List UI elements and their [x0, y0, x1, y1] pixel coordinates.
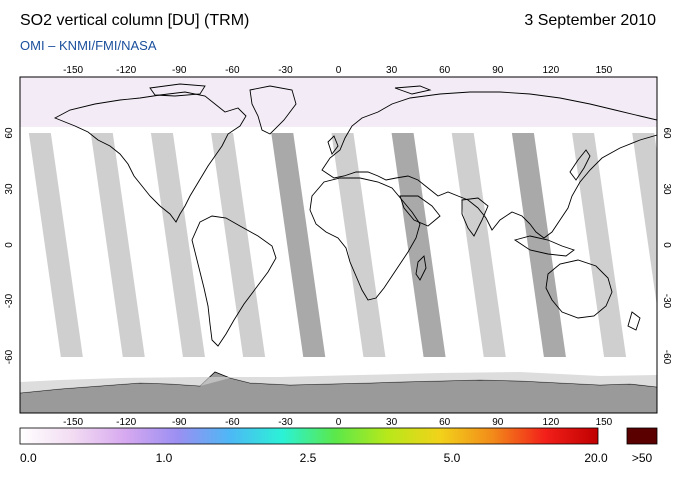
orbit-swath	[90, 133, 145, 357]
orbit-swath	[391, 133, 446, 357]
lat-tick-label-right: 0	[661, 242, 672, 248]
orbit-swath	[211, 133, 266, 357]
coastlines	[53, 83, 657, 347]
lat-ticks-right: 60 30 0 -30 -60	[661, 127, 672, 364]
colorbar	[19, 427, 599, 445]
data-source: OMI – KNMI/FMI/NASA	[20, 38, 157, 53]
orbit-swath	[150, 133, 205, 357]
madagascar-coast	[415, 255, 427, 281]
lat-tick-label-left: -30	[4, 293, 15, 308]
arctic-region	[20, 77, 657, 127]
lon-tick-label-top: -120	[116, 65, 136, 76]
orbit-swath	[451, 133, 506, 357]
japan-coast	[569, 149, 591, 181]
lon-tick-label-bottom: 30	[386, 417, 398, 428]
africa-coast	[309, 177, 421, 301]
colorbar-overflow-label: >50	[632, 451, 653, 465]
lat-tick-label-right: 30	[661, 183, 672, 195]
lat-ticks-left: 60 30 0 -30 -60	[4, 127, 15, 364]
antarctic-shelf	[20, 372, 657, 393]
colorbar-label: 0.0	[20, 451, 37, 465]
south-america-coast	[191, 215, 277, 347]
new-zealand-coast	[627, 311, 641, 331]
lon-ticks-bottom: -150 -120 -90 -60 -30 0 30 60 90 120 150	[63, 417, 613, 428]
orbit-swath	[572, 133, 627, 357]
lat-tick-label-right: -60	[661, 350, 672, 365]
lon-tick-label-bottom: 90	[492, 417, 504, 428]
colorbar-label: 20.0	[584, 451, 608, 465]
lon-tick-label-top: -90	[172, 65, 187, 76]
greenland-coast	[249, 85, 297, 135]
north-america-coast	[53, 91, 247, 223]
orbit-swath	[271, 133, 326, 357]
australia-coast	[545, 259, 613, 319]
lon-tick-label-top: 90	[492, 65, 504, 76]
colorbar-label: 2.5	[300, 451, 317, 465]
lon-tick-label-top: 0	[336, 65, 342, 76]
lon-tick-label-top: 60	[439, 65, 451, 76]
lon-tick-label-bottom: 120	[542, 417, 559, 428]
arctic-islands-coast	[149, 83, 432, 97]
lat-tick-label-left: 30	[4, 183, 15, 195]
lon-ticks-top: -150 -120 -90 -60 -30 0 30 60 90 120 150	[63, 65, 613, 76]
lat-tick-label-left: 0	[4, 242, 15, 248]
lon-tick-label-top: -30	[278, 65, 293, 76]
colorbar-label: 5.0	[444, 451, 461, 465]
colorbar-label: 1.0	[156, 451, 173, 465]
colorbar-labels: 0.0 1.0 2.5 5.0 20.0	[20, 451, 608, 465]
lon-tick-label-top: 150	[596, 65, 613, 76]
lon-tick-label-top: 30	[386, 65, 398, 76]
lon-tick-label-top: -150	[63, 65, 83, 76]
lon-tick-label-top: 120	[542, 65, 559, 76]
arabia-coast	[399, 195, 441, 227]
lon-tick-label-bottom: -60	[225, 417, 240, 428]
map-frame	[19, 76, 658, 414]
indonesia-coast	[513, 235, 575, 257]
lon-tick-label-bottom: -150	[63, 417, 83, 428]
orbit-swaths	[28, 133, 657, 357]
eurasia-coast	[321, 91, 657, 239]
india-coast	[461, 197, 489, 237]
colorbar-overflow	[626, 427, 658, 445]
lon-tick-label-bottom: 0	[336, 417, 342, 428]
lon-tick-label-bottom: 150	[596, 417, 613, 428]
orbit-swath	[28, 133, 83, 357]
lon-tick-label-bottom: -30	[278, 417, 293, 428]
uk-coast	[327, 135, 339, 155]
lat-tick-label-left: 60	[4, 127, 15, 139]
lon-tick-label-bottom: -120	[116, 417, 136, 428]
orbit-swath	[632, 133, 657, 307]
lon-tick-label-top: -60	[225, 65, 240, 76]
lat-tick-label-right: 60	[661, 127, 672, 139]
lat-tick-label-left: -60	[4, 349, 15, 364]
lat-tick-label-right: -30	[661, 294, 672, 309]
map-title: SO2 vertical column [DU] (TRM)	[20, 12, 250, 29]
orbit-swath	[331, 133, 386, 357]
lon-tick-label-bottom: -90	[172, 417, 187, 428]
lon-tick-label-bottom: 60	[439, 417, 451, 428]
map-date: 3 September 2010	[524, 12, 656, 29]
